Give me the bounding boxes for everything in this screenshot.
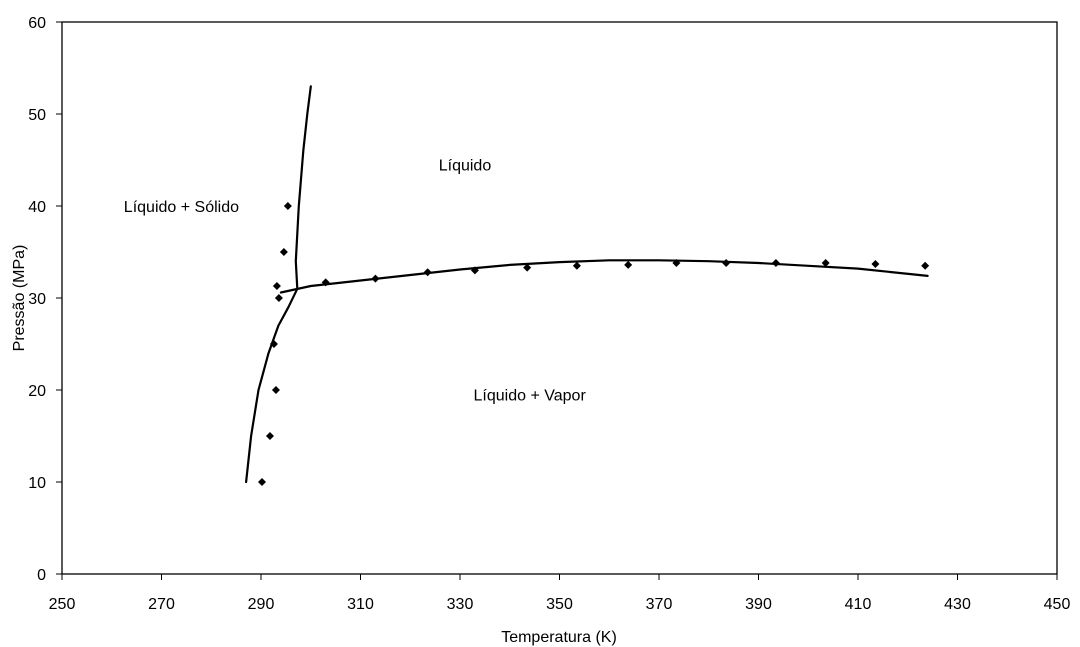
data-point (871, 259, 880, 268)
y-axis-title: Pressão (MPa) (11, 245, 28, 352)
data-point (257, 478, 266, 486)
y-tick-label: 40 (28, 199, 46, 216)
data-point (921, 261, 930, 270)
data-point (722, 259, 731, 268)
x-tick-label: 310 (347, 596, 374, 613)
x-axis-title: Temperatura (K) (501, 629, 617, 646)
region-labels: Líquido Líquido + Sólido Líquido + Vapor (124, 158, 587, 405)
x-tick-label: 410 (845, 596, 872, 613)
data-point (272, 282, 281, 291)
data-point (624, 260, 633, 269)
x-tick-labels: 250 270 290 310 330 350 370 390 410 430 450 (49, 596, 1071, 613)
region-label: Líquido + Sólido (124, 199, 239, 216)
y-tick-label: 60 (28, 15, 46, 32)
series-line (279, 259, 929, 294)
data-point (572, 261, 581, 270)
region-label: Líquido (439, 158, 492, 175)
data-point (321, 278, 330, 287)
data-point (269, 340, 278, 348)
x-tick-label: 330 (447, 596, 474, 613)
data-point (274, 294, 283, 302)
y-tick-labels: 0 10 20 30 40 50 60 (28, 15, 46, 584)
data-point (423, 268, 432, 277)
series-line (245, 287, 299, 484)
data-point (283, 202, 292, 210)
series-line (294, 85, 312, 290)
data-point (265, 432, 274, 440)
data-points (257, 202, 930, 486)
x-tick-label: 370 (646, 596, 673, 613)
y-tick-label: 30 (28, 291, 46, 308)
data-point (371, 274, 380, 283)
series-lines (245, 85, 929, 484)
data-point (821, 259, 830, 268)
axis-ticks (56, 21, 1058, 580)
y-tick-label: 10 (28, 475, 46, 492)
data-point (672, 259, 681, 268)
x-tick-label: 290 (248, 596, 275, 613)
data-point (279, 248, 288, 256)
y-tick-label: 50 (28, 107, 46, 124)
y-tick-label: 0 (37, 567, 46, 584)
data-point (470, 266, 479, 275)
region-label: Líquido + Vapor (474, 388, 587, 405)
x-tick-label: 250 (49, 596, 76, 613)
x-tick-label: 270 (148, 596, 175, 613)
x-tick-label: 390 (745, 596, 772, 613)
x-tick-label: 450 (1044, 596, 1071, 613)
plot-area-frame (61, 21, 1058, 575)
x-tick-label: 350 (546, 596, 573, 613)
data-point (271, 386, 280, 394)
y-tick-label: 20 (28, 383, 46, 400)
data-point (771, 259, 780, 268)
x-tick-label: 430 (944, 596, 971, 613)
data-point (523, 263, 532, 272)
